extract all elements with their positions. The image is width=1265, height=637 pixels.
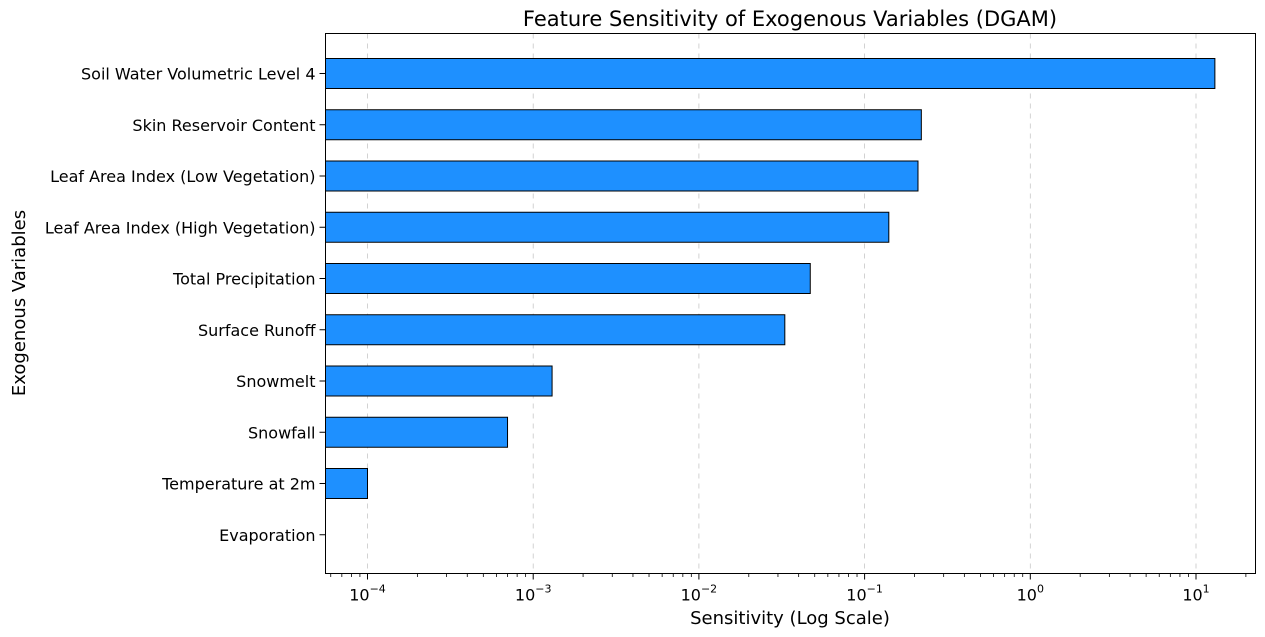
x-tick-label: 10−3 xyxy=(515,583,552,605)
y-tick-label: Total Precipitation xyxy=(172,270,315,289)
x-tick-label: 10−4 xyxy=(349,583,386,605)
y-tick-label: Leaf Area Index (Low Vegetation) xyxy=(50,167,315,186)
y-tick-label: Evaporation xyxy=(219,526,315,545)
bar xyxy=(325,416,509,448)
bar xyxy=(325,109,922,141)
bar xyxy=(325,211,890,243)
y-tick-label: Skin Reservoir Content xyxy=(132,116,315,135)
y-tick-label: Snowmelt xyxy=(236,372,315,391)
chart-title: Feature Sensitivity of Exogenous Variabl… xyxy=(523,7,1057,31)
x-axis-label: Sensitivity (Log Scale) xyxy=(690,608,890,629)
y-tick-label: Surface Runoff xyxy=(198,321,317,340)
y-tick-label: Leaf Area Index (High Vegetation) xyxy=(45,218,316,237)
bar xyxy=(325,160,919,192)
x-tick-label: 10−2 xyxy=(681,583,718,605)
x-tick-label: 100 xyxy=(1017,583,1044,605)
bar xyxy=(325,58,1216,89)
y-axis-label: Exogenous Variables xyxy=(9,210,30,396)
y-axis-ticks: Soil Water Volumetric Level 4 Skin Reserv… xyxy=(45,65,326,545)
bar xyxy=(325,314,786,346)
y-tick-label: Temperature at 2m xyxy=(161,475,315,494)
bars xyxy=(325,58,1216,499)
bar xyxy=(325,263,811,294)
bar xyxy=(325,468,368,499)
y-tick-label: Soil Water Volumetric Level 4 xyxy=(81,65,316,84)
bar xyxy=(325,365,553,397)
y-tick-label: Snowfall xyxy=(248,423,316,442)
x-tick-label: 10−1 xyxy=(846,583,883,605)
x-tick-label: 101 xyxy=(1182,583,1209,605)
plot-area-frame xyxy=(325,33,1256,574)
x-axis-ticks: 10−4 10−3 10−2 10−1 100 101 xyxy=(330,573,1247,605)
